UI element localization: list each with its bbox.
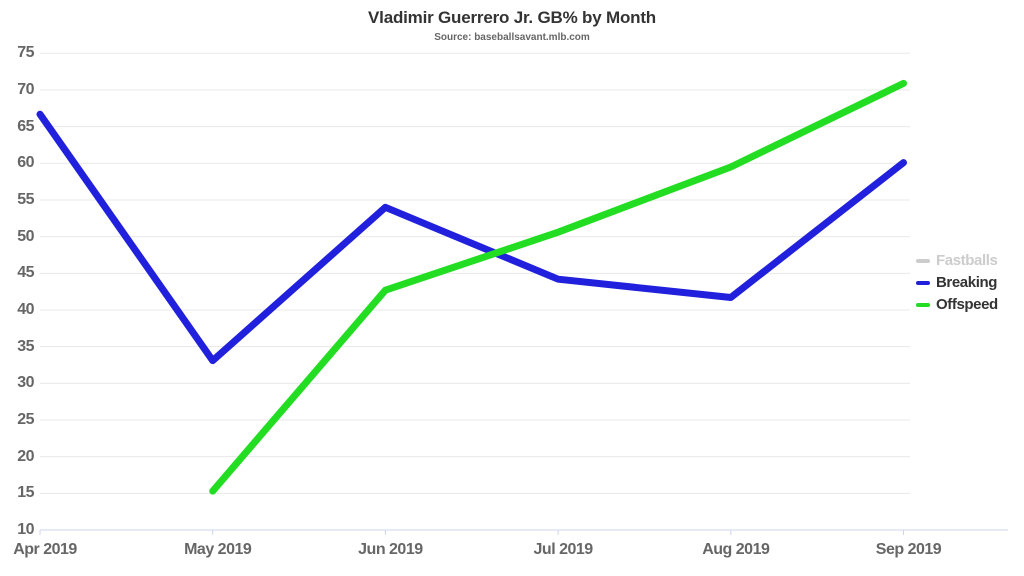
legend-label: Fastballs [936, 252, 998, 269]
legend-item-offspeed[interactable]: Offspeed [916, 296, 998, 313]
legend-label: Breaking [936, 274, 997, 291]
x-axis-label: Jun 2019 [358, 541, 423, 558]
series-line-breaking[interactable] [36, 110, 907, 365]
chart-title: Vladimir Guerrero Jr. GB% by Month [368, 8, 656, 27]
y-axis-label: 70 [17, 80, 34, 98]
y-axis-label: 50 [17, 227, 34, 245]
legend-item-breaking[interactable]: Breaking [916, 274, 998, 291]
x-axis-label: Sep 2019 [875, 541, 942, 558]
y-axis-label: 65 [17, 117, 34, 135]
y-axis-label: 10 [17, 521, 34, 538]
x-axis-label: Apr 2019 [13, 541, 77, 558]
legend-swatch-fastballs [916, 258, 930, 263]
legend-swatch-breaking [916, 280, 930, 285]
x-axis-label: Jul 2019 [533, 541, 594, 558]
y-axis-label: 20 [17, 447, 34, 465]
y-axis-label: 45 [17, 264, 34, 282]
y-axis-label: 25 [17, 410, 34, 428]
y-axis-label: 75 [17, 44, 34, 62]
y-axis-label: 55 [17, 190, 34, 208]
legend-item-fastballs[interactable]: Fastballs [916, 252, 998, 269]
y-axis-label: 60 [17, 154, 34, 172]
y-axis-label: 40 [17, 300, 34, 318]
y-axis-label: 35 [17, 337, 34, 355]
y-axis-label: 15 [17, 484, 34, 502]
x-axis-label: May 2019 [184, 541, 252, 558]
chart-subtitle: Source: baseballsavant.mlb.com [434, 32, 590, 43]
y-axis-label: 30 [17, 374, 34, 392]
legend: Fastballs Breaking Offspeed [916, 252, 998, 313]
legend-label: Offspeed [936, 296, 998, 313]
legend-swatch-offspeed [916, 302, 930, 307]
series-line-offspeed[interactable] [209, 79, 907, 495]
x-axis-label: Aug 2019 [702, 541, 770, 558]
